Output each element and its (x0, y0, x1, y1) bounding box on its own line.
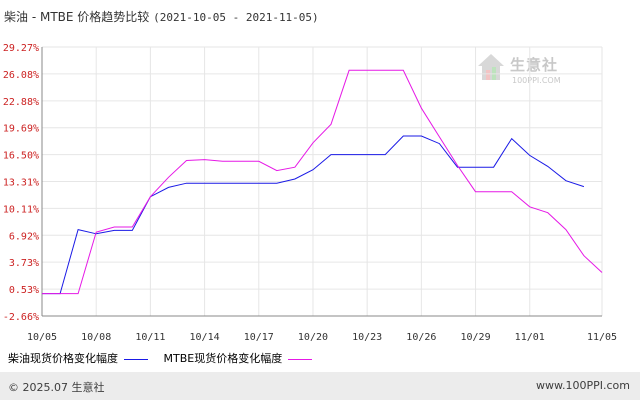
series-line-diesel (42, 135, 585, 295)
x-tick-label: 10/26 (406, 332, 436, 343)
legend-label-diesel: 柴油现货价格变化幅度 (8, 352, 118, 365)
y-axis-ticks: 29.27% 26.08% 22.88% 19.69% 16.50% 13.31% 10.1… (3, 43, 39, 323)
watermark-url: 100PPI.COM (512, 76, 561, 85)
chart-axes (41, 47, 602, 317)
y-tick-label: 29.27% (3, 43, 39, 54)
footer-site-link[interactable]: www.100PPI.com (536, 379, 630, 392)
chart-legend: 柴油现货价格变化幅度 MTBE现货价格变化幅度 (8, 350, 324, 366)
chart-title-main: 柴油 - MTBE 价格趋势比较 (4, 10, 150, 24)
x-tick-label: 10/17 (244, 332, 274, 343)
legend-swatch-diesel (124, 358, 148, 360)
y-tick-label: 0.53% (9, 285, 39, 296)
x-tick-label: 11/05 (587, 332, 617, 343)
chart-title: 柴油 - MTBE 价格趋势比较 (2021-10-05 - 2021-11-0… (4, 8, 319, 25)
watermark-name: 生意社 (510, 56, 559, 74)
y-tick-label: 19.69% (3, 124, 39, 135)
chart-title-range: (2021-10-05 - 2021-11-05) (153, 11, 319, 24)
legend-item-diesel: 柴油现货价格变化幅度 (8, 350, 154, 366)
y-tick-label: 22.88% (3, 97, 39, 108)
y-tick-label: 26.08% (3, 70, 39, 81)
x-tick-label: 10/23 (352, 332, 382, 343)
legend-item-mtbe: MTBE现货价格变化幅度 (164, 350, 319, 366)
y-tick-label: 10.11% (3, 204, 39, 215)
x-tick-label: 10/20 (298, 332, 328, 343)
y-tick-label: -2.66% (3, 312, 39, 323)
legend-swatch-mtbe (288, 358, 313, 360)
y-tick-label: 3.73% (9, 258, 39, 269)
x-tick-label: 11/01 (515, 332, 545, 343)
x-axis-ticks: 10/05 10/08 10/11 10/14 10/17 10/20 10/23 10/26… (27, 332, 617, 343)
y-tick-label: 6.92% (9, 231, 39, 242)
x-tick-label: 10/08 (81, 332, 111, 343)
y-tick-label: 13.31% (3, 177, 39, 188)
footer: © 2025.07 生意社 www.100PPI.com (0, 372, 640, 400)
x-tick-label: 10/29 (460, 332, 490, 343)
chart-series (42, 69, 603, 295)
chart-grid (41, 46, 603, 317)
legend-label-mtbe: MTBE现货价格变化幅度 (163, 352, 283, 365)
series-line-mtbe (42, 69, 603, 295)
x-tick-label: 10/11 (135, 332, 165, 343)
x-tick-label: 10/14 (190, 332, 220, 343)
y-tick-label: 16.50% (3, 151, 39, 162)
footer-copyright: © 2025.07 生意社 (8, 381, 105, 394)
x-tick-label: 10/05 (27, 332, 57, 343)
